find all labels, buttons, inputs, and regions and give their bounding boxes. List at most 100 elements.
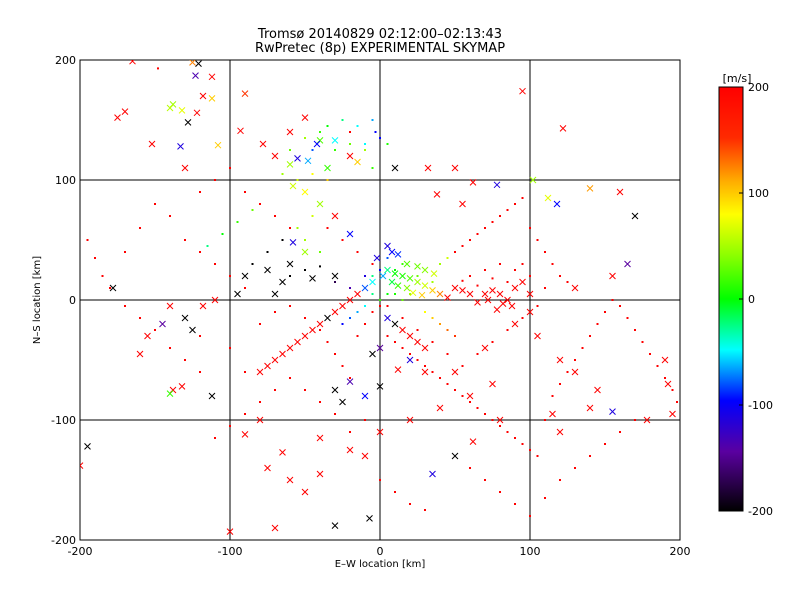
- data-point-cross: [361, 452, 369, 460]
- data-point-cross: [559, 125, 567, 132]
- data-point-cross: [388, 248, 396, 256]
- data-point-dot: [244, 413, 246, 415]
- data-point-cross: [421, 344, 429, 352]
- data-point-dot: [319, 251, 321, 253]
- data-point-cross: [529, 176, 537, 184]
- data-point-dot: [641, 341, 644, 343]
- data-point-dot: [401, 317, 404, 319]
- data-point-cross: [214, 141, 222, 149]
- data-point-cross: [346, 296, 354, 304]
- data-point-cross: [631, 212, 639, 220]
- data-point-dot: [251, 263, 254, 265]
- data-point-cross: [189, 60, 196, 66]
- data-point-dot: [544, 419, 546, 421]
- data-point-dot: [589, 455, 591, 457]
- data-point-cross: [304, 157, 312, 165]
- y-tick-label: 200: [55, 54, 76, 67]
- data-point-cross: [609, 408, 616, 415]
- data-point-cross: [331, 272, 339, 280]
- data-point-cross: [313, 140, 321, 148]
- data-point-cross: [184, 119, 192, 126]
- data-point-dot: [671, 389, 674, 391]
- data-point-cross: [519, 87, 526, 95]
- data-point-dot: [446, 329, 449, 331]
- data-point-dot: [491, 221, 494, 223]
- data-point-dot: [371, 293, 374, 295]
- colorbar-label: [m/s]: [723, 72, 752, 85]
- data-point-dot: [349, 143, 351, 145]
- data-point-dot: [536, 239, 539, 241]
- data-point-dot: [476, 353, 479, 355]
- y-tick-label: 0: [69, 294, 76, 307]
- data-point-dot: [364, 323, 366, 325]
- data-point-dot: [244, 287, 246, 289]
- data-point-dot: [484, 269, 486, 271]
- data-point-dot: [506, 281, 509, 283]
- data-point-cross: [279, 449, 286, 456]
- data-point-cross: [339, 398, 346, 406]
- data-point-dot: [334, 281, 336, 283]
- data-point-dot: [364, 149, 366, 151]
- data-point-dot: [266, 251, 269, 253]
- data-point-cross: [379, 272, 387, 280]
- data-point-dot: [499, 263, 501, 265]
- data-point-cross: [643, 416, 651, 424]
- data-point-dot: [86, 239, 89, 241]
- data-point-dot: [499, 425, 501, 427]
- data-point-cross: [391, 164, 399, 172]
- data-point-dot: [626, 317, 629, 319]
- data-point-cross: [286, 161, 294, 168]
- data-point-dot: [304, 389, 306, 391]
- data-point-cross: [331, 522, 339, 529]
- data-point-dot: [461, 395, 464, 397]
- data-point-dot: [469, 401, 471, 403]
- data-point-dot: [454, 251, 456, 253]
- data-point-dot: [326, 227, 329, 229]
- data-point-dot: [169, 347, 171, 349]
- data-point-cross: [451, 164, 459, 172]
- data-point-dot: [536, 305, 539, 307]
- data-point-dot: [349, 287, 351, 289]
- x-tick-label: 100: [520, 545, 541, 558]
- data-point-dot: [416, 275, 419, 277]
- data-point-cross: [436, 290, 444, 298]
- data-point-dot: [529, 449, 531, 451]
- data-point-dot: [356, 335, 359, 337]
- data-point-cross: [421, 368, 429, 376]
- data-point-dot: [296, 179, 299, 181]
- data-point-dot: [244, 191, 246, 193]
- data-point-cross: [331, 308, 339, 316]
- data-point-dot: [311, 173, 314, 175]
- x-tick-labels: -200 -100 0 100 200: [68, 545, 691, 558]
- data-point-cross: [556, 356, 564, 364]
- data-point-cross: [586, 404, 594, 412]
- data-point-dot: [199, 251, 201, 253]
- data-point-cross: [466, 290, 474, 298]
- data-point-cross: [294, 338, 301, 346]
- data-point-cross: [189, 326, 196, 334]
- data-point-cross: [316, 470, 324, 478]
- data-point-cross: [534, 332, 541, 340]
- data-point-dot: [379, 137, 381, 139]
- data-point-cross: [199, 302, 207, 310]
- data-point-dot: [199, 191, 201, 193]
- data-point-dot: [154, 329, 156, 331]
- data-point-dot: [296, 227, 299, 229]
- data-point-cross: [208, 392, 216, 400]
- data-point-dot: [514, 503, 516, 505]
- data-point-cross: [192, 72, 199, 79]
- data-point-cross: [241, 431, 249, 438]
- data-point-dot: [371, 119, 374, 121]
- data-point-dot: [544, 287, 546, 289]
- data-point-cross: [609, 272, 616, 280]
- data-point-cross: [324, 164, 331, 172]
- data-point-cross: [178, 383, 186, 390]
- data-point-dot: [319, 329, 321, 331]
- data-point-cross: [451, 368, 459, 376]
- data-point-cross: [493, 306, 501, 313]
- data-point-cross: [264, 266, 271, 274]
- data-point-dot: [124, 305, 126, 307]
- data-point-dot: [206, 245, 209, 247]
- data-point-cross: [109, 284, 117, 292]
